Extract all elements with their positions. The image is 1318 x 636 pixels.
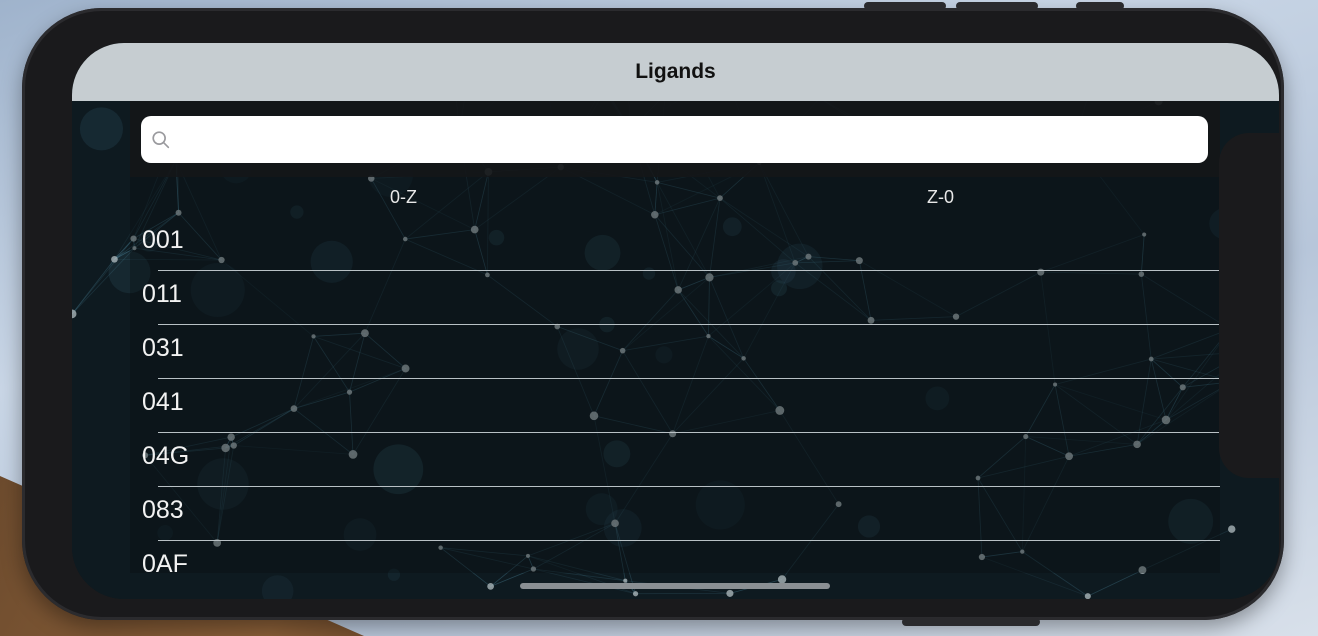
app-screen: Ligands 0-Z Z-0 001	[72, 43, 1279, 599]
list-item[interactable]: 001	[130, 217, 1220, 271]
list-item[interactable]: 083	[130, 487, 1220, 541]
list-item[interactable]: 0AF	[130, 541, 1220, 573]
row-divider	[158, 324, 1220, 325]
phone-frame: Ligands 0-Z Z-0 001	[22, 2, 1284, 626]
ligand-label: 04G	[142, 442, 190, 470]
ligand-rows: 001 011 031 041 04G	[130, 217, 1220, 573]
device-notch	[1219, 133, 1279, 478]
ligand-label: 011	[142, 280, 182, 308]
navigation-bar: Ligands	[72, 43, 1279, 101]
list-item[interactable]: 041	[130, 379, 1220, 433]
row-divider	[158, 270, 1220, 271]
sort-header: 0-Z Z-0	[130, 187, 1220, 211]
ligand-label: 041	[142, 388, 184, 416]
ligand-label: 0AF	[142, 550, 188, 573]
row-divider	[158, 486, 1220, 487]
search-field[interactable]	[141, 116, 1208, 163]
row-divider	[158, 540, 1220, 541]
hardware-button-top-2	[956, 2, 1038, 10]
sort-ascending-button[interactable]: 0-Z	[390, 187, 417, 207]
ligand-label: 031	[142, 334, 184, 362]
home-indicator[interactable]	[520, 583, 830, 589]
list-item[interactable]: 011	[130, 271, 1220, 325]
search-input[interactable]	[180, 118, 1208, 161]
hardware-button-top-3	[1076, 2, 1124, 10]
row-divider	[158, 378, 1220, 379]
ligand-label: 001	[142, 226, 184, 254]
hardware-button-top-1	[864, 2, 946, 10]
row-divider	[158, 432, 1220, 433]
ligand-label: 083	[142, 496, 184, 524]
ligand-list: 0-Z Z-0 001 011 031 041	[130, 177, 1220, 573]
page-title: Ligands	[635, 60, 716, 83]
search-bar-container	[130, 101, 1220, 177]
search-icon	[152, 130, 170, 148]
list-item[interactable]: 04G	[130, 433, 1220, 487]
list-item[interactable]: 031	[130, 325, 1220, 379]
sort-descending-button[interactable]: Z-0	[927, 187, 954, 207]
hardware-button-bottom	[902, 618, 1040, 626]
